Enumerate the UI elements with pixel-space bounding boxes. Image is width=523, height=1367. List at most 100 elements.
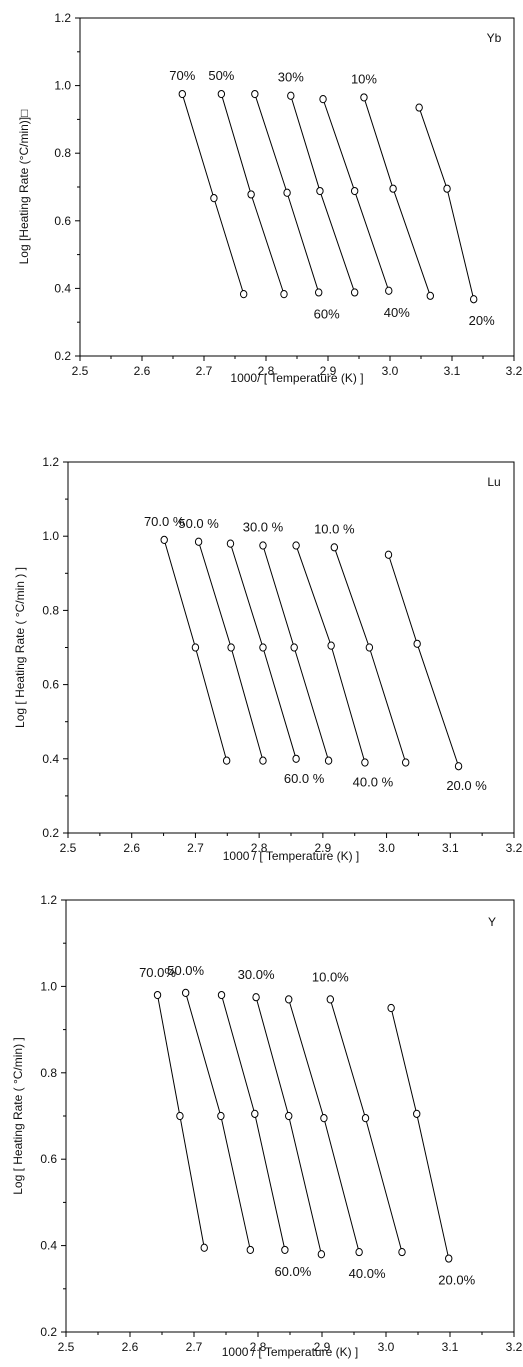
series-line — [181, 93, 245, 295]
x-tick-label: 3.2 — [506, 364, 523, 378]
data-point — [227, 643, 235, 652]
data-point — [316, 186, 324, 196]
series-label-top: 50% — [208, 68, 234, 83]
series-line — [390, 1007, 450, 1259]
data-point — [153, 990, 162, 1000]
data-point — [360, 93, 368, 102]
data-point — [251, 1109, 259, 1118]
data-point — [327, 641, 335, 650]
data-point — [251, 89, 259, 99]
x-tick-label: 3.1 — [442, 841, 459, 855]
x-tick-label: 2.6 — [122, 1340, 139, 1354]
x-tick-label: 2.6 — [123, 841, 140, 855]
y-tick-label: 0.2 — [54, 349, 71, 363]
data-point — [191, 643, 200, 652]
data-point — [387, 1003, 395, 1013]
series-label-bottom: 60.0% — [274, 1264, 311, 1279]
x-tick-label: 2.9 — [314, 1340, 331, 1354]
series-label-top: 30.0 % — [243, 519, 284, 534]
data-point — [361, 758, 369, 767]
data-point — [355, 1247, 363, 1257]
series-line — [262, 545, 330, 761]
data-point — [259, 756, 267, 765]
series-label-top: 30.0% — [238, 967, 275, 982]
series-line — [363, 97, 431, 296]
series-label-top: 10% — [351, 71, 377, 86]
data-point — [247, 190, 255, 199]
y-tick-label: 0.8 — [40, 1066, 57, 1080]
y-tick-label: 1.2 — [54, 11, 71, 25]
chart-panel-y: 2.5 2.6 2.7 2.8 2.9 3.0 3.1 3.2 0.2 0.4 0.6 0.8 1.0 1… — [11, 893, 523, 1359]
x-tick-label: 3.2 — [506, 1340, 523, 1354]
data-point — [283, 188, 291, 197]
series-label-top: 70.0% — [139, 965, 176, 980]
x-tick-label: 2.8 — [258, 364, 275, 378]
data-point — [285, 995, 293, 1004]
x-axis-title: 1000/ [ Temperature (K) ] — [230, 371, 363, 385]
element-label: Lu — [487, 475, 500, 489]
data-point — [194, 537, 203, 546]
y-axis-title: Log [ Heating Rate ( °C/min ) ] — [13, 567, 27, 728]
series-label-bottom: 40.0 % — [353, 775, 394, 790]
x-tick-label: 2.7 — [187, 841, 204, 855]
y-tick-label: 0.2 — [42, 826, 59, 840]
data-point — [259, 541, 267, 550]
data-point — [222, 756, 231, 765]
y-tick-label: 0.6 — [42, 678, 59, 692]
data-point — [292, 541, 300, 550]
y-tick-label: 1.0 — [42, 529, 59, 543]
x-tick-label: 2.9 — [315, 841, 332, 855]
x-tick-label: 3.0 — [378, 841, 395, 855]
x-tick-label: 2.6 — [134, 364, 151, 378]
data-point — [365, 643, 374, 652]
y-tick-label: 0.4 — [54, 281, 71, 295]
y-axis-title: Log [ Heating Rate ( °C/min) ] — [11, 1037, 25, 1195]
x-tick-label: 2.8 — [251, 841, 268, 855]
data-point — [350, 288, 359, 297]
y-tick-label: 0.8 — [54, 146, 71, 160]
series-label-bottom: 20% — [469, 313, 495, 328]
series-label-top: 10.0% — [312, 969, 349, 984]
data-point — [280, 290, 288, 299]
x-tick-label: 2.5 — [72, 364, 89, 378]
data-point — [217, 990, 226, 1000]
x-tick-label: 2.7 — [186, 1340, 203, 1354]
chart-panel-yb: 2.5 2.6 2.7 2.8 2.9 3.0 3.1 3.2 0.2 0.4 0.6 0.8 1.0 1… — [17, 11, 523, 385]
series-label-top: 10.0 % — [314, 521, 355, 536]
x-tick-label: 2.7 — [196, 364, 213, 378]
data-point — [285, 1111, 293, 1121]
y-tick-label: 0.2 — [40, 1325, 57, 1339]
y-tick-label: 0.6 — [40, 1152, 57, 1166]
data-point — [259, 643, 267, 652]
data-point — [350, 186, 359, 196]
series-label-top: 70% — [169, 68, 195, 83]
data-point — [217, 1111, 225, 1121]
data-point — [445, 1254, 453, 1263]
series-line — [295, 545, 366, 763]
y-tick-label: 0.6 — [54, 214, 71, 228]
data-point — [178, 89, 187, 99]
data-point — [239, 290, 248, 299]
y-tick-label: 1.0 — [54, 79, 71, 93]
y-axis-title: Log [Heating Rate (°C/min)]□ — [17, 110, 31, 265]
data-point — [443, 184, 451, 193]
series-label-top: 50.0 % — [178, 516, 219, 531]
series-label-bottom: 60.0 % — [284, 771, 325, 786]
x-tick-label: 3.1 — [444, 364, 461, 378]
series-label-bottom: 60% — [314, 306, 340, 321]
series-line — [329, 999, 403, 1253]
data-point — [470, 295, 478, 304]
data-point — [181, 988, 190, 997]
data-point — [384, 550, 393, 559]
element-label: Y — [488, 915, 496, 929]
series-label-top: 30% — [278, 70, 304, 85]
data-point — [217, 89, 226, 99]
series-line — [185, 992, 251, 1251]
y-tick-label: 0.8 — [42, 603, 59, 617]
data-point — [292, 754, 300, 763]
data-point — [319, 95, 327, 104]
series-line — [288, 999, 360, 1253]
series-label-bottom: 40% — [384, 305, 410, 320]
data-point — [226, 539, 235, 548]
